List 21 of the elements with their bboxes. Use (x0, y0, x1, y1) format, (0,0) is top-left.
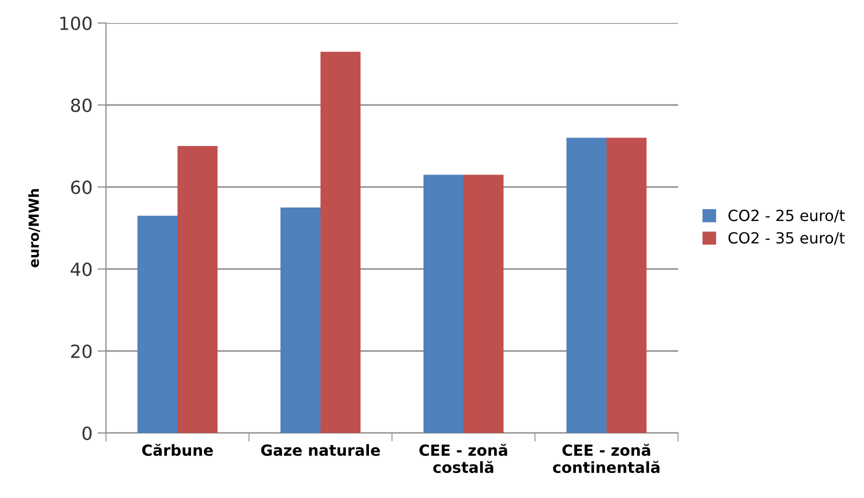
x-tick-label: CEE - zonă continentală (553, 444, 660, 474)
x-tick-label: CEE - zonă costală (419, 444, 508, 474)
bar (606, 138, 647, 433)
y-tick-label: 0 (82, 426, 92, 440)
bar (137, 216, 178, 433)
y-tick-label: 100 (60, 16, 92, 30)
x-tick-label: Cărbune (142, 444, 213, 456)
bar (566, 138, 606, 433)
y-tick-label: 20 (71, 344, 92, 358)
x-tick-label: Gaze naturale (261, 444, 380, 456)
bar (280, 208, 320, 433)
bar (178, 146, 218, 433)
y-tick-label: 80 (71, 98, 92, 112)
bar (423, 174, 464, 433)
legend-label: CO2 - 25 euro/t (728, 210, 845, 222)
legend-label: CO2 - 35 euro/t (728, 232, 845, 245)
bar (320, 52, 361, 433)
y-tick-label: 40 (70, 262, 92, 276)
y-tick-label: 60 (71, 180, 92, 194)
y-axis-title: euro/MWh (28, 189, 40, 268)
bar (464, 174, 504, 433)
